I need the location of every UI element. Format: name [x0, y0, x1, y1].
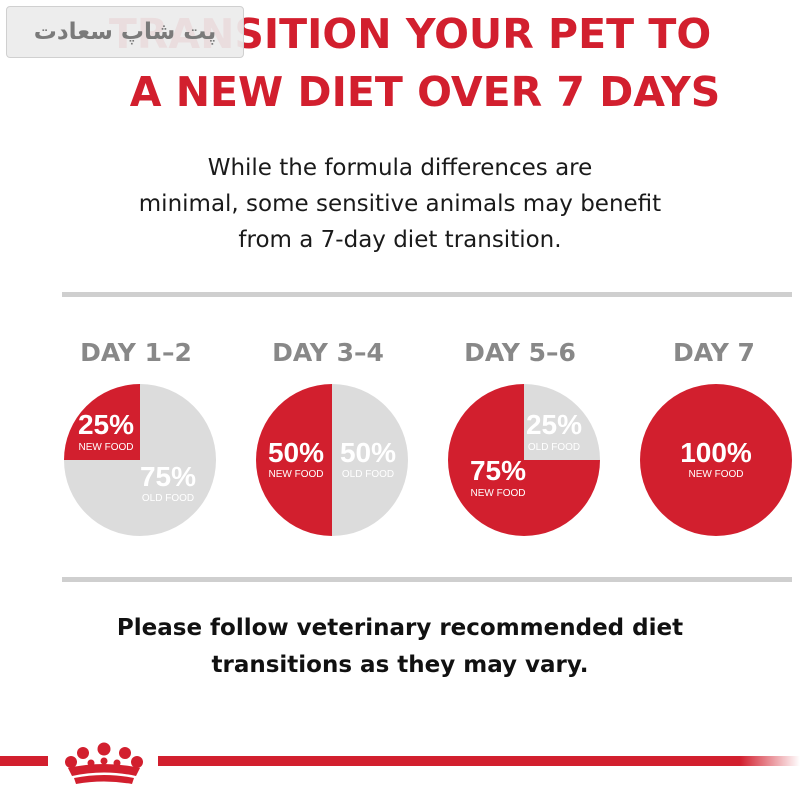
- pie-day-5-6: 75% NEW FOOD 25% OLD FOOD: [448, 384, 600, 536]
- crown-icon: [65, 742, 143, 784]
- old-label: OLD FOOD: [528, 442, 580, 453]
- closing-line-1: Please follow veterinary recommended die…: [116, 615, 684, 641]
- watermark: پت شاپ سعادت: [6, 6, 244, 58]
- new-label: NEW FOOD: [79, 442, 134, 453]
- new-label: NEW FOOD: [689, 469, 744, 480]
- new-label: NEW FOOD: [471, 488, 526, 499]
- old-percent: 75%: [140, 461, 196, 492]
- old-label: OLD FOOD: [342, 469, 394, 480]
- old-percent: 25%: [526, 409, 582, 440]
- day-label-4: DAY 7: [673, 338, 755, 367]
- footer-band-left: [0, 756, 48, 766]
- footer-band-right: [158, 756, 758, 766]
- old-percent: 50%: [340, 437, 396, 468]
- day-label-1: DAY 1–2: [80, 338, 192, 367]
- old-label: OLD FOOD: [142, 493, 194, 504]
- closing-line-2: transitions as they may vary.: [211, 652, 589, 678]
- pie-new-slice: [64, 384, 140, 460]
- new-percent: 75%: [470, 455, 526, 486]
- closing-note: Please follow veterinary recommended die…: [0, 610, 800, 684]
- intro-text: While the formula differences are minima…: [0, 150, 800, 258]
- pie-day-3-4: 50% NEW FOOD 50% OLD FOOD: [256, 384, 408, 536]
- pie-day-1-2: 25% NEW FOOD 75% OLD FOOD: [64, 384, 216, 536]
- pie-day-7: 100% NEW FOOD: [640, 384, 792, 536]
- new-percent: 100%: [680, 437, 752, 468]
- new-percent: 50%: [268, 437, 324, 468]
- footer-band-fade: [740, 756, 800, 766]
- top-divider: [62, 292, 792, 297]
- day-label-2: DAY 3–4: [272, 338, 384, 367]
- intro-line-3: from a 7-day diet transition.: [238, 227, 562, 253]
- day-label-3: DAY 5–6: [464, 338, 576, 367]
- new-label: NEW FOOD: [269, 469, 324, 480]
- bottom-divider: [62, 577, 792, 582]
- intro-line-2: minimal, some sensitive animals may bene…: [138, 191, 662, 217]
- page-title-line-2: A NEW DIET OVER 7 DAYS: [129, 68, 721, 116]
- pie-old-slice: [332, 384, 408, 536]
- pie-new-slice: [640, 384, 792, 536]
- intro-line-1: While the formula differences are: [207, 155, 593, 181]
- new-percent: 25%: [78, 409, 134, 440]
- pie-old-slice: [524, 384, 600, 460]
- pie-new-slice: [256, 384, 332, 536]
- pie-new-slice: [448, 384, 600, 536]
